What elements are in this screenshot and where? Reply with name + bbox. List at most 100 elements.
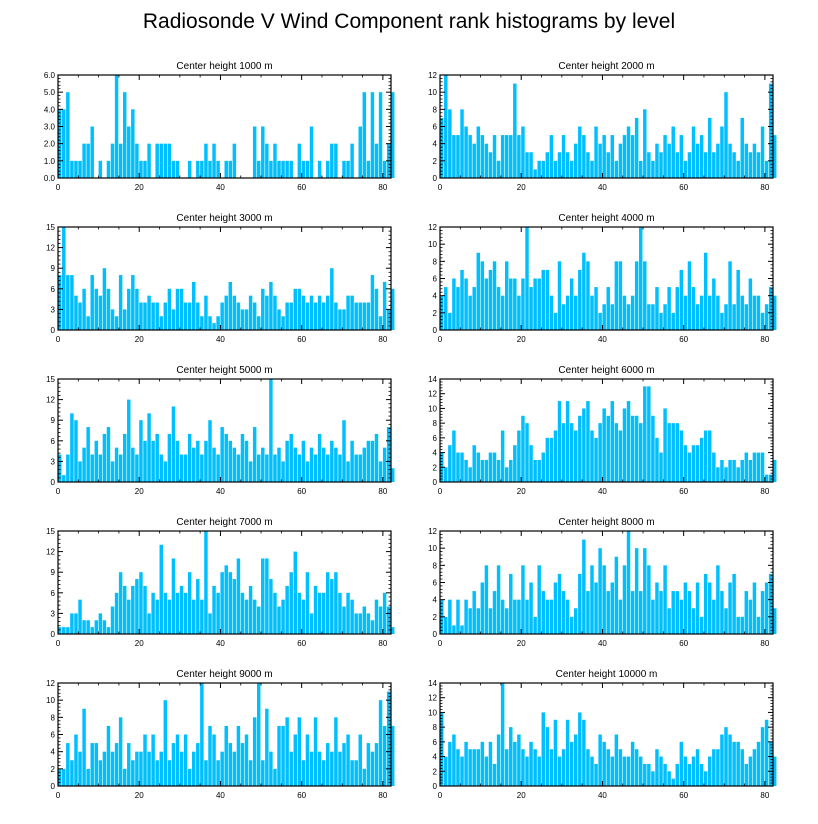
histogram-bar	[78, 302, 82, 330]
histogram-bar	[533, 616, 537, 634]
histogram-bar	[362, 606, 367, 634]
histogram-bar	[122, 433, 127, 482]
histogram-bar	[78, 751, 82, 786]
histogram-bar	[183, 592, 188, 634]
histogram-bar	[456, 135, 460, 178]
histogram-bar	[480, 261, 485, 330]
histogram-bar	[362, 447, 367, 482]
histogram-bar	[220, 427, 224, 482]
histogram-bar	[606, 152, 610, 178]
histogram-bar	[183, 302, 188, 330]
histogram-bar	[744, 591, 749, 634]
histogram-bar	[614, 423, 619, 482]
histogram-bar	[724, 727, 728, 786]
histogram-bar	[720, 734, 724, 786]
histogram-bar	[66, 454, 70, 482]
histogram-bar	[212, 734, 216, 786]
histogram-bar	[378, 316, 383, 330]
histogram-bar	[687, 452, 692, 482]
histogram-bar	[695, 582, 700, 634]
histogram-bar	[675, 763, 679, 786]
histogram-bar	[289, 302, 293, 330]
histogram-bar	[313, 302, 318, 330]
histogram-bar	[452, 278, 456, 330]
histogram-bar	[545, 599, 550, 634]
y-tick-label: 2.0	[44, 140, 56, 149]
histogram-bar	[196, 579, 200, 634]
histogram-bar	[94, 620, 99, 634]
histogram-bar	[240, 592, 245, 634]
histogram-bar	[651, 599, 655, 634]
x-tick-label: 0	[438, 791, 443, 800]
y-tick-label: 0	[51, 782, 56, 791]
x-tick-label: 60	[679, 335, 688, 344]
histogram-bar	[321, 447, 326, 482]
histogram-bar	[659, 591, 663, 634]
histogram-bar	[326, 572, 330, 634]
x-tick-label: 80	[378, 335, 387, 344]
histogram-bar	[139, 420, 143, 482]
histogram-bar	[90, 627, 94, 634]
y-tick-label: 12	[428, 527, 437, 536]
histogram-bar	[330, 751, 334, 786]
x-tick-label: 80	[378, 639, 387, 648]
histogram-bar	[232, 143, 237, 178]
y-tick-label: 6	[433, 579, 438, 588]
histogram-bar	[513, 599, 517, 634]
histogram-bar	[525, 599, 529, 634]
histogram-bar	[163, 700, 168, 786]
histogram-bar	[679, 430, 684, 482]
y-tick-label: 12	[46, 396, 55, 405]
histogram-bar	[240, 743, 245, 786]
histogram-bar	[748, 152, 753, 178]
histogram-bar	[309, 447, 314, 482]
histogram-bar	[114, 447, 119, 482]
histogram-bar	[557, 401, 562, 482]
histogram-bar	[716, 143, 720, 178]
histogram-bar	[289, 160, 293, 178]
histogram-bar	[110, 309, 115, 330]
histogram-bar	[472, 143, 476, 178]
x-tick-label: 60	[297, 487, 306, 496]
histogram-bar	[634, 117, 639, 178]
histogram-bar	[667, 143, 671, 178]
histogram-bar	[683, 160, 688, 178]
histogram-bar	[683, 445, 688, 482]
histogram-bar	[699, 295, 704, 330]
histogram-bar	[261, 288, 265, 330]
histogram-bar	[553, 160, 558, 178]
histogram-bar	[236, 302, 241, 330]
histogram-bar	[362, 302, 367, 330]
histogram-bar	[561, 749, 566, 786]
histogram-bar	[350, 440, 354, 482]
histogram-bar	[273, 295, 277, 330]
x-tick-label: 20	[517, 487, 526, 496]
histogram-bar	[683, 582, 688, 634]
histogram-bar	[606, 415, 610, 482]
histogram-bar	[175, 288, 180, 330]
y-tick-label: 10	[428, 708, 437, 717]
histogram-bar	[671, 423, 675, 482]
histogram-bar	[334, 302, 338, 330]
histogram-bar	[317, 751, 322, 786]
histogram-bar	[460, 756, 464, 786]
histogram-bar	[297, 454, 302, 482]
histogram-bar	[517, 599, 521, 634]
histogram-bar	[110, 751, 115, 786]
histogram-bar	[90, 126, 94, 178]
histogram-bar	[638, 423, 643, 482]
histogram-bar	[732, 573, 736, 634]
histogram-bar	[484, 459, 489, 482]
histogram-bar	[484, 278, 489, 330]
x-tick-label: 0	[56, 791, 61, 800]
histogram-bar	[655, 582, 659, 634]
histogram-bar	[269, 281, 273, 330]
histogram-panel: Center height 3000 m 0 3 6 9 12 15 0 20 40 60 80	[46, 213, 395, 344]
histogram-bar	[305, 461, 310, 482]
x-tick-label: 60	[679, 791, 688, 800]
histogram-bar	[313, 585, 318, 634]
histogram-bar	[647, 304, 651, 330]
histogram-bar	[224, 565, 228, 634]
x-tick-label: 20	[135, 183, 144, 192]
histogram-bar	[187, 572, 192, 634]
